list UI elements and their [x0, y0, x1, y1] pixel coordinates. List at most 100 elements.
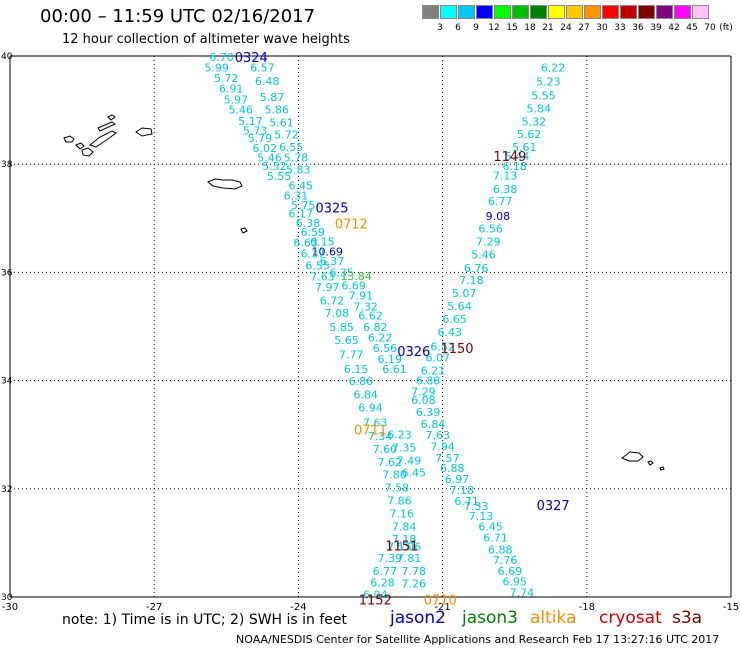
swh-value: 7.18	[450, 484, 475, 497]
swh-value: 7.57	[435, 452, 460, 465]
swh-value: 6.37	[320, 255, 345, 268]
colorbar-swatch	[656, 5, 673, 19]
swh-value: 7.78	[402, 565, 427, 578]
pass-time-labels: 0324 0325 0712 1149 1150 0326 0711 0327 1151 1152…	[235, 51, 570, 609]
swh-value: 5.46	[257, 152, 282, 165]
swh-value: 6.71	[483, 531, 508, 544]
swh-value: 5.44	[505, 150, 530, 163]
x-tick-label: -30	[2, 602, 18, 613]
swh-value: 7.63	[310, 271, 335, 284]
swh-value: 6.71	[454, 495, 479, 508]
swh-value: 6.39	[416, 406, 441, 419]
y-tick-label: 32	[1, 485, 12, 495]
colorbar-swatch	[530, 5, 547, 19]
swh-value: 5.06	[397, 541, 422, 554]
swh-value: 7.15	[387, 541, 412, 554]
colorbar-swatch	[674, 5, 691, 19]
colorbar-swatch	[476, 5, 493, 19]
azores-islands	[63, 114, 665, 471]
swh-value: 5.65	[334, 334, 359, 347]
map-grid	[9, 55, 732, 598]
swh-value: 6.94	[358, 402, 383, 415]
swh-value: 6.88	[488, 543, 513, 556]
satellite-legend-cryosat: cryosat	[599, 608, 662, 628]
colorbar-label: 15	[506, 23, 518, 33]
swh-value: 7.63	[363, 416, 388, 429]
swh-value: 6.61	[382, 363, 407, 376]
satellite-legend-jason3: jason3	[462, 608, 518, 628]
swh-value: 5.97	[224, 93, 249, 106]
swh-value: 7.13	[469, 510, 494, 523]
swh-value: 6.77	[373, 565, 398, 578]
swh-value: 6.76	[464, 262, 489, 275]
swh-value: 5.72	[214, 72, 239, 85]
swh-value: 6.15	[344, 363, 369, 376]
x-tick-label: -18	[579, 602, 595, 613]
swh-value: 7.39	[377, 552, 402, 565]
swh-value: 7.13	[493, 170, 518, 183]
island-corvo	[75, 142, 85, 150]
pass-time-label: 0711	[354, 423, 387, 438]
swh-value: 7.74	[510, 587, 535, 600]
swh-value: 7.81	[397, 552, 422, 565]
island-madeira	[621, 451, 644, 462]
swh-value: 6.56	[478, 223, 503, 236]
swh-value: 6.97	[445, 473, 470, 486]
track-b: 6.225.235.555.845.325.625.615.446.187.13…	[387, 61, 565, 599]
swh-value: 5.23	[536, 75, 561, 88]
swh-value: 5.55	[531, 89, 556, 102]
swh-value: 5.61	[512, 141, 537, 154]
swh-value: 5.46	[471, 249, 496, 262]
swh-value: 7.91	[349, 290, 374, 303]
island-sao-miguel	[207, 178, 243, 190]
swh-value: 9.08	[486, 210, 511, 223]
x-tick-label: -21	[434, 602, 450, 613]
swh-value: 6.72	[320, 295, 345, 308]
page-subtitle: 12 hour collection of altimeter wave hei…	[62, 32, 350, 47]
swh-value: 5.87	[260, 91, 285, 104]
swh-value: 7.84	[392, 521, 417, 534]
colorbar-swatch	[548, 5, 565, 19]
colorbar-swatch	[494, 5, 511, 19]
swh-value: 6.19	[377, 353, 402, 366]
x-tick-label: -24	[290, 602, 306, 613]
swh-value: 6.82	[363, 321, 388, 334]
swh-value: 7.86	[387, 495, 412, 508]
colorbar-label: 21	[542, 23, 554, 33]
satellite-legend-s3a: s3a	[672, 608, 703, 628]
swh-value: 6.69	[341, 279, 366, 292]
swh-value: 7.29	[476, 236, 501, 249]
swh-value: 5.64	[447, 300, 472, 313]
y-tick-label: 38	[1, 160, 13, 170]
colorbar-label: 3	[437, 23, 443, 33]
colorbar-label: 24	[560, 23, 572, 33]
pass-time-label: 1150	[440, 342, 473, 357]
y-tick-label: 40	[1, 52, 13, 62]
swh-value: 5.73	[243, 125, 268, 138]
swh-value: 13.84	[340, 270, 372, 283]
swh-value: 6.59	[301, 226, 326, 239]
swh-value: 6.22	[368, 331, 393, 344]
island-santa-maria	[240, 227, 248, 234]
colorbar-swatch	[620, 5, 637, 19]
colorbar-label: 39	[650, 23, 662, 33]
colorbar-swatch	[566, 5, 583, 19]
swh-value: 6.22	[541, 61, 566, 74]
swh-value: 6.45	[402, 467, 427, 480]
swh-value: 6.55	[279, 141, 304, 154]
swh-value: 6.88	[440, 462, 465, 475]
y-tick-label: 34	[1, 377, 13, 387]
swh-value: 6.56	[373, 342, 398, 355]
swh-value: 5.46	[228, 104, 253, 117]
swh-value: 6.86	[349, 375, 374, 388]
pass-time-label: 1149	[493, 150, 526, 165]
colorbar-label: 45	[686, 23, 698, 33]
colorbar-label: 33	[614, 23, 626, 33]
swh-value: 7.77	[339, 349, 364, 362]
swh-value: 7.58	[385, 482, 410, 495]
island-graciosa	[107, 114, 116, 121]
swh-value: 7.16	[389, 508, 414, 521]
island-pico	[88, 130, 117, 148]
footer-note: note: 1) Time is in UTC; 2) SWH is in fe…	[62, 612, 348, 628]
island-flores	[63, 135, 75, 143]
